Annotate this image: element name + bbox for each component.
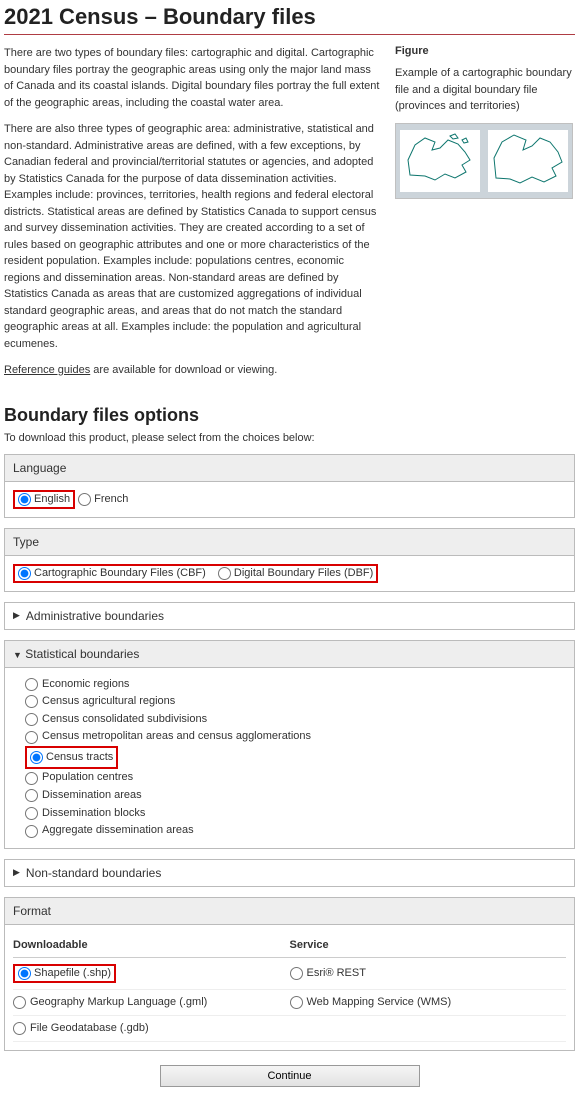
stat-item-radio[interactable] [25,789,38,802]
ref-line: Reference guides are available for downl… [4,362,383,379]
continue-button[interactable]: Continue [160,1065,420,1087]
options-heading: Boundary files options [4,405,575,426]
figure-heading: Figure [395,45,575,57]
intro-text: There are two types of boundary files: c… [4,45,383,389]
format-downloadable-radio[interactable] [18,967,31,980]
figure-sidebar: Figure Example of a cartographic boundar… [395,45,575,389]
admin-boundaries-label: Administrative boundaries [26,609,164,623]
language-english-label: English [34,493,70,505]
figure-description: Example of a cartographic boundary file … [395,65,575,115]
format-downloadable-cell[interactable]: Shapefile (.shp) [13,958,290,990]
stat-item-radio[interactable] [25,731,38,744]
stat-item-radio[interactable] [25,713,38,726]
nonstd-boundaries-accordion[interactable]: ▶ Non-standard boundaries [4,859,575,887]
stat-item-radio[interactable] [25,695,38,708]
stat-item-label: Dissemination areas [42,787,142,805]
format-downloadable-label: Shapefile (.shp) [34,967,111,979]
format-highlight: Shapefile (.shp) [13,964,116,983]
stat-item-label: Census metropolitan areas and census agg… [42,728,311,746]
format-service-label: Web Mapping Service (WMS) [307,996,452,1008]
type-dbf-label: Digital Boundary Files (DBF) [234,567,373,579]
type-dbf-radio[interactable] [218,567,231,580]
stat-boundaries-label: Statistical boundaries [25,647,139,661]
map-right [488,130,568,192]
format-col-downloadable: Downloadable [13,933,290,958]
stat-item-radio[interactable] [25,772,38,785]
language-french-option[interactable]: French [78,493,128,506]
format-row: Geography Markup Language (.gml) Web Mapp… [13,990,566,1016]
stat-boundaries-header[interactable]: ▼ Statistical boundaries [5,641,574,668]
stat-boundaries-list: Economic regionsCensus agricultural regi… [13,676,566,840]
format-service-cell[interactable]: Web Mapping Service (WMS) [290,990,567,1016]
stat-item[interactable]: Dissemination blocks [25,805,566,823]
stat-item[interactable]: Census agricultural regions [25,693,566,711]
ref-suffix: are available for download or viewing. [90,364,277,376]
stat-item-highlight: Census tracts [25,746,118,770]
type-panel: Type Cartographic Boundary Files (CBF) D… [4,528,575,592]
type-panel-header: Type [5,529,574,556]
format-row: Shapefile (.shp) Esri® REST [13,958,566,990]
language-english-radio[interactable] [18,493,31,506]
admin-boundaries-accordion[interactable]: ▶ Administrative boundaries [4,602,575,630]
chevron-right-icon: ▶ [13,610,20,621]
language-panel: Language English French [4,454,575,518]
options-instruction: To download this product, please select … [4,432,575,444]
type-cbf-label: Cartographic Boundary Files (CBF) [34,567,206,579]
stat-item-radio[interactable] [30,751,43,764]
language-panel-header: Language [5,455,574,482]
map-left [400,130,480,192]
stat-item-radio[interactable] [25,825,38,838]
format-service-label: Esri® REST [307,967,366,979]
format-downloadable-radio[interactable] [13,996,26,1009]
stat-item-label: Census consolidated subdivisions [42,711,207,729]
stat-item[interactable]: Dissemination areas [25,787,566,805]
type-highlight: Cartographic Boundary Files (CBF) Digita… [13,564,378,583]
stat-item-radio[interactable] [25,678,38,691]
para-1: There are two types of boundary files: c… [4,45,383,111]
stat-item[interactable]: Census tracts [25,746,566,770]
format-downloadable-radio[interactable] [13,1022,26,1035]
stat-item[interactable]: Population centres [25,769,566,787]
format-downloadable-cell[interactable]: Geography Markup Language (.gml) [13,990,290,1016]
chevron-down-icon: ▼ [13,650,22,660]
stat-item[interactable]: Economic regions [25,676,566,694]
format-col-service: Service [290,933,567,958]
type-cbf-radio[interactable] [18,567,31,580]
stat-item-label: Aggregate dissemination areas [42,822,194,840]
format-service-cell[interactable]: Esri® REST [290,958,567,990]
stat-item-radio[interactable] [25,807,38,820]
stat-item-label: Dissemination blocks [42,805,145,823]
stat-item-label: Census tracts [46,749,113,767]
para-2: There are also three types of geographic… [4,121,383,352]
intro-columns: There are two types of boundary files: c… [4,45,575,389]
format-downloadable-label: Geography Markup Language (.gml) [30,996,207,1008]
format-service-radio[interactable] [290,967,303,980]
language-french-label: French [94,493,128,505]
chevron-right-icon: ▶ [13,867,20,878]
stat-boundaries-panel: ▼ Statistical boundaries Economic region… [4,640,575,849]
figure-thumbnail[interactable] [395,123,573,199]
stat-item[interactable]: Aggregate dissemination areas [25,822,566,840]
format-downloadable-label: File Geodatabase (.gdb) [30,1022,149,1034]
language-french-radio[interactable] [78,493,91,506]
format-panel-header: Format [5,898,574,925]
stat-item-label: Population centres [42,769,133,787]
stat-item[interactable]: Census metropolitan areas and census agg… [25,728,566,746]
format-service-radio[interactable] [290,996,303,1009]
stat-item-label: Census agricultural regions [42,693,175,711]
page-title: 2021 Census – Boundary files [4,4,575,35]
stat-item-label: Economic regions [42,676,129,694]
stat-item[interactable]: Census consolidated subdivisions [25,711,566,729]
nonstd-boundaries-label: Non-standard boundaries [26,866,161,880]
format-table: Downloadable Service Shapefile (.shp) Esr… [13,933,566,1042]
language-english-highlight: English [13,490,75,509]
reference-guides-link[interactable]: Reference guides [4,364,90,376]
format-panel: Format Downloadable Service Shapefile (.… [4,897,575,1051]
